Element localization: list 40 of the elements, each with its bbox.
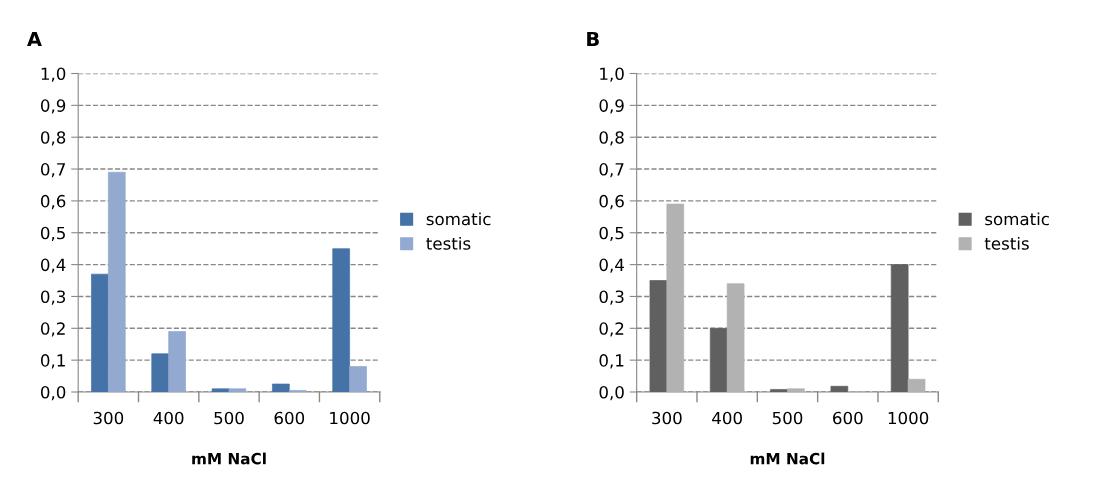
legend-label: somatic (985, 212, 1049, 226)
y-tick-label: 0,4 (40, 258, 66, 273)
y-tick-label: 0,5 (599, 226, 624, 242)
x-axis-title: mM NaCl (192, 452, 266, 465)
y-tick-label: 1,0 (600, 67, 624, 82)
y-tick-label: 0,1 (40, 354, 65, 369)
y-tick-label: 0,3 (40, 290, 66, 305)
y-tick-label: 0,5 (40, 226, 65, 242)
x-tick-label: 600 (274, 411, 305, 425)
x-tick-label: 400 (712, 411, 742, 425)
y-tick-label: 0,4 (599, 258, 624, 273)
legend-label: testis (984, 236, 1029, 250)
y-tick-label: 0,7 (40, 163, 65, 178)
y-tick-label: 0,8 (599, 131, 624, 146)
y-tick-label: 0,9 (599, 99, 624, 114)
x-tick-label: 1000 (330, 411, 370, 425)
legend-label: somatic (426, 212, 491, 226)
y-tick-label: 0,8 (40, 131, 66, 146)
x-tick-label: 500 (214, 411, 244, 425)
y-tick-label: 0,7 (599, 163, 624, 178)
x-tick-label: 500 (772, 411, 803, 425)
y-tick-label: 0,6 (40, 194, 66, 210)
x-tick-label: 300 (93, 411, 124, 425)
x-tick-label: 400 (153, 411, 184, 425)
y-tick-label: 0,9 (40, 99, 66, 114)
chart-title: B (587, 31, 599, 47)
y-tick-label: 0,2 (599, 322, 624, 337)
chart-title: A (27, 31, 42, 47)
x-tick-label: 300 (652, 411, 682, 425)
y-tick-label: 0,2 (40, 322, 65, 337)
x-tick-label: 1000 (888, 411, 929, 425)
x-axis-title: mM NaCl (750, 452, 825, 465)
y-tick-label: 0,0 (40, 385, 66, 401)
x-tick-label: 600 (833, 411, 863, 425)
y-tick-label: 1,0 (41, 67, 66, 82)
y-tick-label: 0,3 (599, 290, 624, 305)
y-tick-label: 0,6 (599, 194, 624, 210)
y-tick-label: 0,1 (599, 354, 624, 369)
y-tick-label: 0,0 (599, 385, 624, 401)
legend-label: testis (426, 236, 471, 250)
